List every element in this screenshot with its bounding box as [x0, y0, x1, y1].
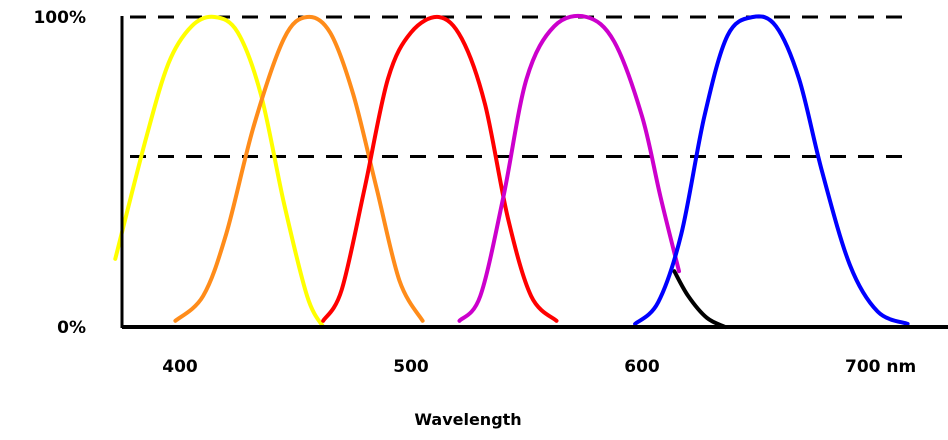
- series-line-1: [173, 14, 425, 323]
- x-axis-label: Wavelength: [414, 410, 521, 429]
- series-line-0: [113, 14, 326, 329]
- y-tick-label-0: 100%: [33, 8, 86, 28]
- series-line-5: [633, 14, 910, 326]
- series-line-2: [321, 14, 559, 323]
- x-tick-label-2: 600: [624, 357, 660, 377]
- series-curves: [113, 13, 910, 329]
- tick-labels: 400 500 600 700 nm 100% 0%: [33, 8, 916, 377]
- axes: [120, 16, 948, 329]
- series-line-4: [672, 269, 728, 329]
- series-line-3: [457, 13, 681, 323]
- x-tick-label-1: 500: [393, 357, 429, 377]
- x-tick-label-0: 400: [162, 357, 198, 377]
- y-tick-label-1: 0%: [57, 318, 86, 338]
- gridlines: [130, 15, 905, 158]
- x-tick-label-3: 700 nm: [845, 357, 916, 377]
